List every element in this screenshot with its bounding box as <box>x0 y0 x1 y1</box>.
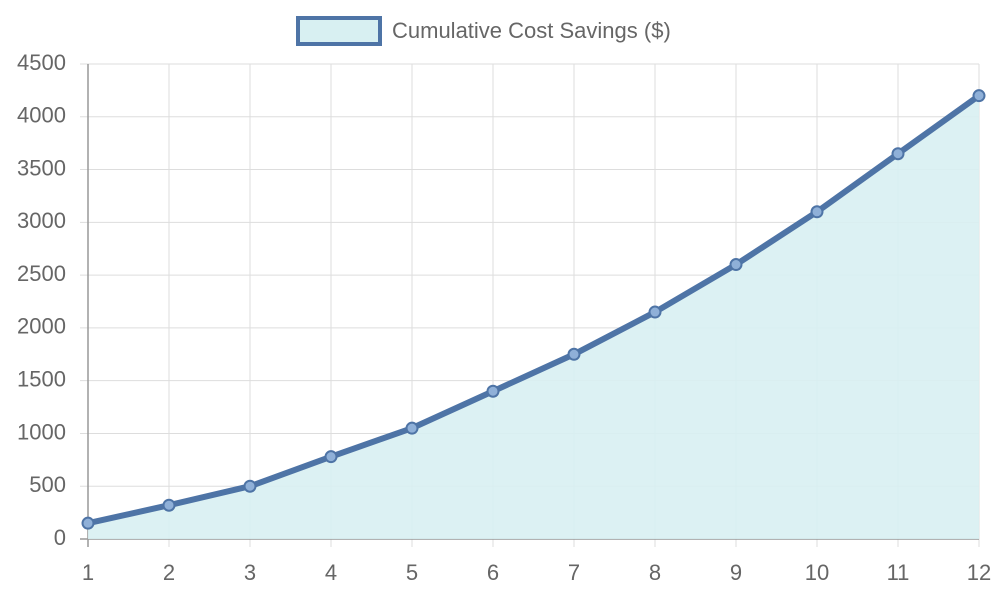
y-tick-label: 0 <box>54 525 66 550</box>
y-tick-label: 1500 <box>17 366 66 391</box>
point <box>729 258 743 272</box>
point <box>486 384 500 398</box>
x-tick-label: 4 <box>325 560 337 585</box>
y-tick-label: 3500 <box>17 155 66 180</box>
y-tick-label: 2000 <box>17 314 66 339</box>
x-tick-label: 6 <box>487 560 499 585</box>
x-tick-label: 2 <box>163 560 175 585</box>
y-tick-label: 3000 <box>17 208 66 233</box>
y-tick-label: 2500 <box>17 261 66 286</box>
x-tick-label: 12 <box>967 560 991 585</box>
x-tick-label: 1 <box>82 560 94 585</box>
y-tick-label: 4000 <box>17 103 66 128</box>
point <box>324 450 338 464</box>
legend-swatch <box>296 16 382 46</box>
point <box>405 421 419 435</box>
point <box>810 205 824 219</box>
y-tick-label: 4500 <box>17 50 66 75</box>
x-tick-label: 7 <box>568 560 580 585</box>
point <box>243 479 257 493</box>
x-tick-label: 3 <box>244 560 256 585</box>
legend: Cumulative Cost Savings ($) <box>296 16 671 46</box>
area <box>88 95 979 540</box>
x-tick-label: 11 <box>887 560 910 585</box>
x-tick-label: 5 <box>406 560 418 585</box>
point <box>648 305 662 319</box>
point <box>891 147 905 161</box>
legend-label: Cumulative Cost Savings ($) <box>392 18 671 43</box>
line <box>87 93 981 527</box>
x-tick-label: 8 <box>649 560 661 585</box>
x-tick-label: 9 <box>730 560 742 585</box>
point <box>567 347 581 361</box>
y-tick-label: 1000 <box>17 419 66 444</box>
point <box>81 516 95 530</box>
point <box>972 89 986 103</box>
y-tick-label: 500 <box>29 472 66 497</box>
x-tick-label: 10 <box>805 560 829 585</box>
point <box>162 498 176 512</box>
